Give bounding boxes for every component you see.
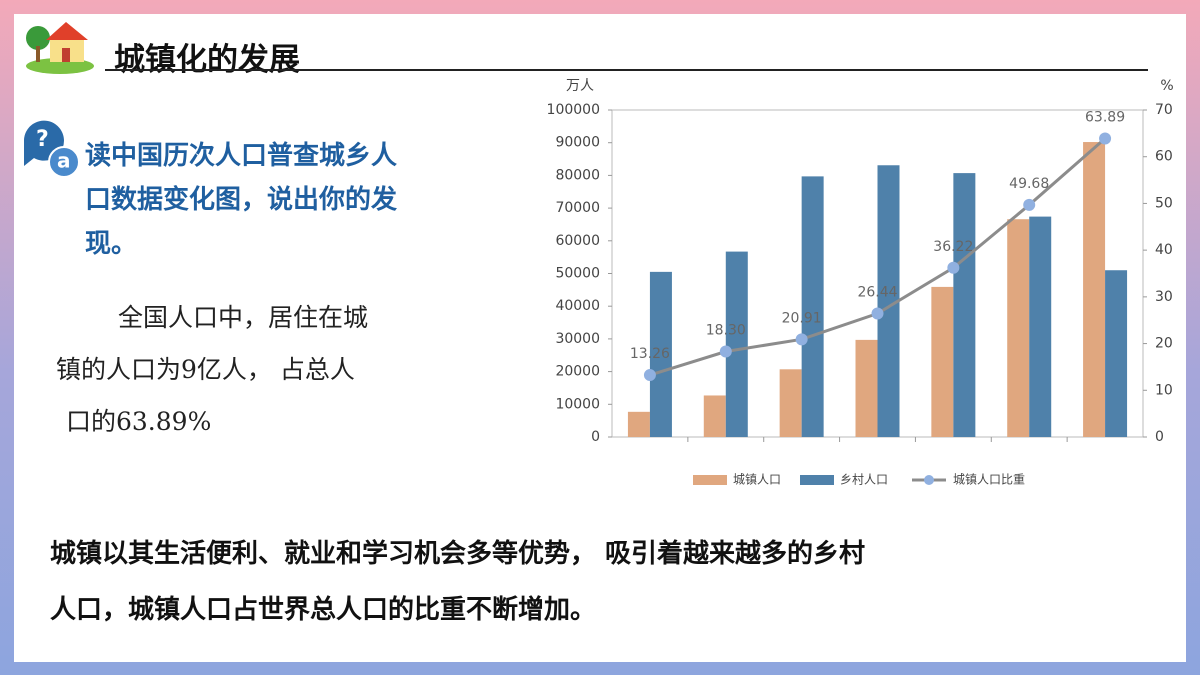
y2-axis-label: % [1160,78,1173,94]
bar [953,173,976,437]
text-line: 口数据变化图，说出你的发 [85,185,398,215]
svg-text:a: a [57,149,71,173]
house-icon [26,22,94,74]
bar [1029,216,1052,437]
question: 读中国历次人口普查城乡人 口数据变化图，说出你的发 现。 [85,134,397,266]
y-tick-label: 0 [591,429,600,445]
y-tick-label: 20000 [555,364,600,380]
line-marker [871,307,884,320]
legend-label: 城镇人口 [733,473,781,487]
bar [703,395,726,437]
conclusion: 城镇以其生活便利、就业和学习机会多等优势， 吸引着越来越多的乡村 人口，城镇人口占… [50,526,865,638]
y2-tick-label: 40 [1155,242,1173,258]
y2-tick-label: 50 [1155,195,1173,211]
text-line: 口的63.89% [66,407,212,436]
text-line: 全国人口中，居住在城 [118,303,369,332]
data-label: 20.91 [782,310,822,326]
legend-label: 城镇人口比重 [953,473,1025,487]
data-label: 63.89 [1085,110,1125,126]
y2-tick-label: 70 [1155,102,1173,118]
y2-tick-label: 0 [1155,429,1164,445]
line-marker [643,369,656,382]
bar [725,251,748,437]
question-icon: ? a [24,120,80,178]
bar [1007,219,1030,437]
legend-marker [924,475,934,485]
line-marker [719,345,732,358]
y-tick-label: 30000 [555,331,600,347]
bar [627,411,650,437]
bar [1083,142,1106,437]
line-marker [1023,198,1036,211]
y-axis-label: 万人 [566,78,594,94]
y-tick-label: 50000 [555,266,600,282]
y-tick-label: 100000 [547,102,600,118]
bar [931,286,954,437]
y-tick-label: 40000 [555,298,600,314]
text-line: 镇的人口为9亿人， 占总人 [56,355,355,384]
y-tick-label: 90000 [555,135,600,151]
y-tick-label: 60000 [555,233,600,249]
answer: 全国人口中，居住在城镇的人口为9亿人， 占总人口的63.89% [56,292,368,448]
bar [779,369,802,437]
data-label: 49.68 [1009,176,1049,192]
data-label: 36.22 [933,239,973,255]
line-marker [795,333,808,346]
legend-swatch [800,475,834,485]
svg-text:?: ? [36,127,49,152]
bar [1105,270,1128,437]
legend-swatch [693,475,727,485]
legend-label: 乡村人口 [840,473,888,487]
data-label: 13.26 [630,346,670,362]
line-marker [1099,132,1112,145]
y2-tick-label: 20 [1155,336,1173,352]
title-rule [105,69,1148,71]
line-marker [947,261,960,274]
y2-tick-label: 10 [1155,382,1173,398]
text-line: 人口，城镇人口占世界总人口的比重不断增加。 [50,595,597,625]
text-line: 现。 [85,229,138,259]
y2-tick-label: 30 [1155,289,1173,305]
bar [855,339,878,437]
text-line: 读中国历次人口普查城乡人 [85,141,398,171]
y-tick-label: 80000 [555,167,600,183]
panel [14,14,1186,662]
y-tick-label: 10000 [555,396,600,412]
y2-tick-label: 60 [1155,149,1173,165]
bar [801,176,824,438]
data-label: 26.44 [857,284,897,300]
y-tick-label: 70000 [555,200,600,216]
bar [649,271,672,437]
bar [877,165,900,437]
text-line: 城镇以其生活便利、就业和学习机会多等优势， 吸引着越来越多的乡村 [50,539,866,569]
data-label: 18.30 [706,323,746,339]
title: 城镇化的发展 [114,42,300,78]
